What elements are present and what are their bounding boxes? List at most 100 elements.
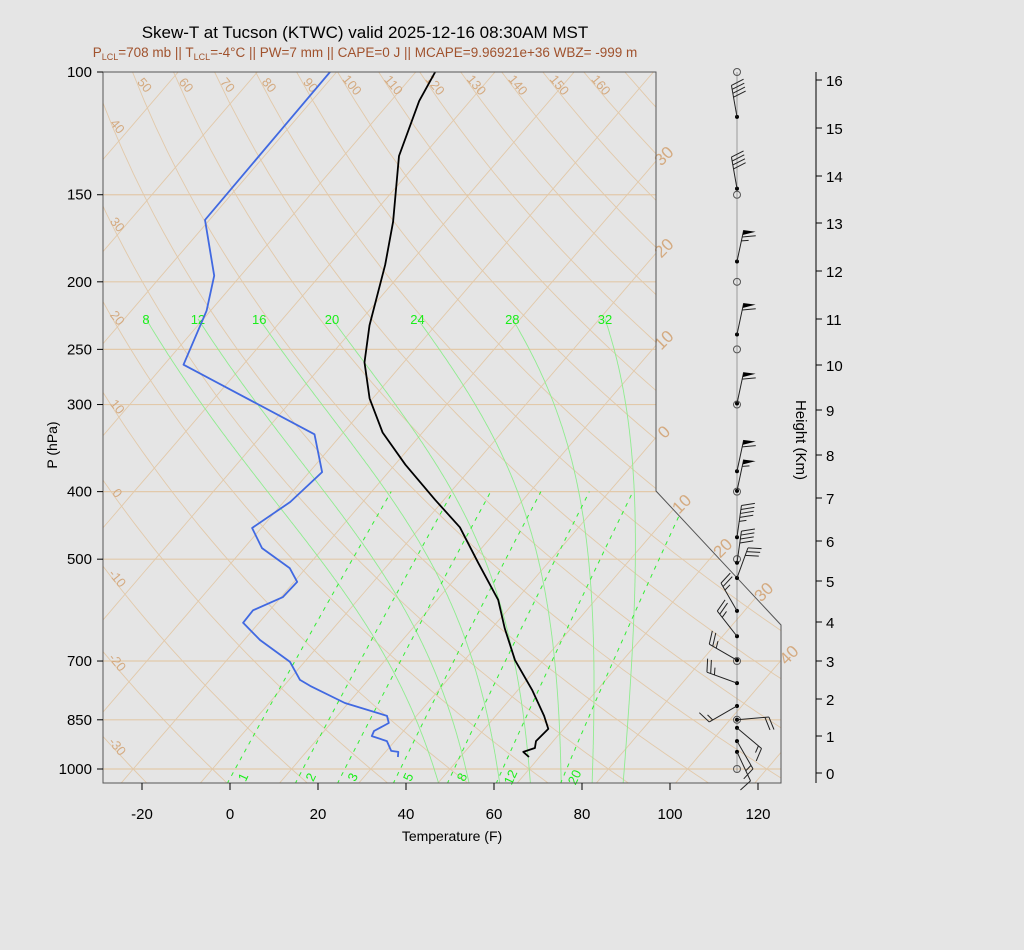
- moist-adiabat-label: 16: [252, 312, 266, 327]
- dry-adiabat-line: [103, 72, 715, 783]
- barb-feather: [742, 377, 756, 380]
- barb-feather: [720, 572, 731, 584]
- wind-barb: [735, 749, 751, 791]
- dry-adiabat-label: 130: [464, 72, 489, 98]
- barb-stem: [716, 610, 738, 637]
- x-tick-label: -20: [131, 806, 153, 823]
- plcl-value: =708 mb ||: [118, 45, 185, 60]
- x-tick-label: 80: [574, 806, 591, 823]
- y-tick-label: 250: [67, 341, 92, 358]
- x-axis-label: Temperature (F): [402, 828, 502, 844]
- x-tick-label: 100: [657, 806, 682, 823]
- height-tick-label: 15: [826, 121, 843, 138]
- x-tick-label: 40: [398, 806, 415, 823]
- moist-adiabat-line: [197, 318, 470, 783]
- height-tick-label: 16: [826, 73, 843, 90]
- height-axis-label: Height (Km): [792, 400, 809, 480]
- plcl-symbol: P: [93, 45, 102, 60]
- barb-stem: [736, 531, 742, 563]
- y-tick-label: 850: [67, 712, 92, 729]
- barb-feather: [719, 602, 728, 615]
- dry-adiabat-label: 150: [547, 72, 572, 98]
- barb-feather: [731, 78, 744, 86]
- isotherm-line: [196, 72, 781, 783]
- dry-adiabat-line: [103, 72, 473, 783]
- barb-feather: [740, 532, 755, 536]
- tlcl-symbol: T: [185, 45, 193, 60]
- dry-adiabat-line: [501, 72, 781, 783]
- dry-adiabat-line: [624, 72, 781, 783]
- barb-stem: [736, 303, 745, 335]
- moist-adiabat-line: [417, 318, 562, 783]
- isotherm-line: [103, 72, 654, 783]
- barb-feather: [742, 445, 756, 448]
- wind-barb: [706, 658, 739, 686]
- pressure-level-marker: [733, 764, 741, 773]
- dry-adiabat-line: [103, 72, 151, 783]
- pressure-level-marker: [733, 190, 741, 199]
- barb-feather: [722, 576, 733, 587]
- isotherm-label: 10: [668, 491, 695, 518]
- isotherm-label: 30: [751, 579, 778, 606]
- isotherm-line: [592, 72, 781, 783]
- barb-feather: [742, 235, 756, 238]
- y-tick-label: 400: [67, 484, 92, 501]
- chart-title: Skew-T at Tucson (KTWC) valid 2025-12-16…: [142, 23, 589, 42]
- isotherm-label: 20: [709, 535, 736, 562]
- x-tick-label: 60: [486, 806, 503, 823]
- dry-adiabat-line: [460, 72, 781, 783]
- height-tick-label: 6: [826, 534, 834, 551]
- dewpoint-profile-line: [182, 72, 400, 758]
- wind-barb: [720, 572, 739, 613]
- isotherm-line: [434, 72, 781, 783]
- y-tick-label: 300: [67, 397, 92, 414]
- wind-barb: [735, 739, 754, 780]
- mixing-ratio-label: 3: [344, 771, 361, 784]
- barb-stem: [736, 230, 745, 262]
- barb-half-feather: [707, 714, 714, 721]
- moist-adiabat-line: [258, 318, 501, 783]
- barb-feather: [733, 162, 746, 170]
- mixing-ratio-line: [336, 491, 492, 783]
- barb-feather: [712, 632, 717, 647]
- mixing-ratio-line: [226, 491, 392, 783]
- wind-barb: [735, 528, 755, 565]
- mixing-ratio-line: [559, 491, 691, 783]
- mixing-ratio-label: 2: [302, 771, 319, 784]
- barb-feather: [746, 551, 761, 553]
- dry-adiabat-line: [214, 72, 781, 783]
- temperature-profile-line: [363, 72, 550, 758]
- barb-feather: [739, 514, 754, 518]
- moist-adiabat-label: 32: [598, 312, 612, 327]
- wind-barb: [735, 303, 756, 337]
- height-tick-label: 9: [826, 403, 834, 420]
- plcl-subscript: LCL: [102, 52, 119, 62]
- height-tick-label: 4: [826, 615, 834, 632]
- barb-feather: [731, 150, 744, 158]
- dry-adiabat-line: [132, 72, 781, 783]
- wind-barb: [730, 150, 746, 191]
- height-tick-label: 11: [826, 312, 842, 329]
- barb-stem: [736, 439, 745, 472]
- height-tick-label: 14: [826, 169, 843, 186]
- dry-adiabat-label: 120: [422, 72, 447, 98]
- barb-half-feather: [713, 667, 716, 675]
- isotherm-line: [103, 72, 179, 783]
- barb-flag: [742, 459, 756, 465]
- barb-half-feather: [755, 745, 759, 753]
- dry-adiabat-label: 30: [107, 214, 128, 235]
- barb-stem: [736, 547, 749, 579]
- isotherm-line: [672, 72, 781, 783]
- moist-adiabat-line: [145, 318, 440, 783]
- wind-barb: [735, 547, 762, 580]
- barb-feather: [740, 780, 751, 791]
- wind-barbs: [698, 68, 775, 791]
- dry-adiabat-label: 100: [339, 72, 364, 98]
- barb-feather: [768, 716, 775, 730]
- barb-feather: [740, 506, 755, 510]
- moist-adiabat-line: [604, 318, 636, 783]
- pressure-level-marker: [733, 277, 741, 286]
- tlcl-subscript: LCL: [194, 52, 211, 62]
- y-tick-label: 100: [67, 64, 92, 81]
